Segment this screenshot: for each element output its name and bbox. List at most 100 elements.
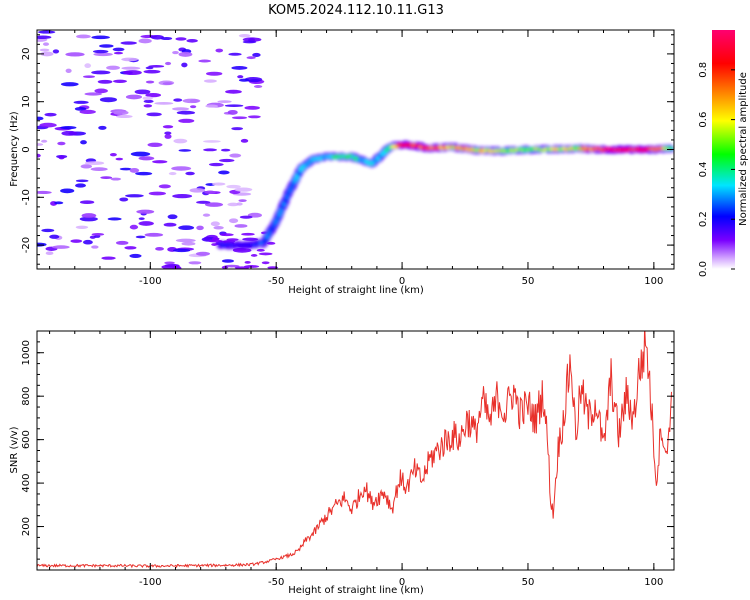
spectrogram-noise-blob bbox=[261, 261, 270, 265]
spectrogram-noise-blob bbox=[172, 265, 182, 269]
spectrogram-noise-blob bbox=[130, 151, 151, 157]
spectrogram-noise-blob bbox=[203, 236, 211, 241]
spectrogram-noise-blob bbox=[176, 110, 196, 115]
spectrogram-noise-blob bbox=[247, 115, 261, 119]
spectrogram-noise-blob bbox=[94, 88, 108, 94]
spectrogram-noise-blob bbox=[80, 140, 87, 145]
y-tick-label: 1000 bbox=[21, 340, 32, 365]
spectrogram-noise-blob bbox=[240, 138, 249, 143]
spectrogram-noise-blob bbox=[155, 247, 164, 251]
chart-title: KOM5.2024.112.10.11.G13 bbox=[268, 3, 444, 18]
spectrogram-noise-blob bbox=[152, 160, 168, 164]
spectrogram-noise-blob bbox=[65, 68, 72, 73]
spectrogram-noise-blob bbox=[106, 65, 121, 70]
spectrogram-noise-blob bbox=[158, 184, 171, 189]
spectrogram-noise-blob bbox=[119, 197, 129, 202]
spectrogram-noise-blob bbox=[225, 89, 242, 94]
spectrogram-noise-blob bbox=[205, 104, 219, 108]
spectrogram-noise-blob bbox=[82, 75, 96, 78]
spectrogram-noise-blob bbox=[238, 199, 247, 202]
snr-y-axis-label: SNR (v/v) bbox=[9, 426, 20, 473]
spectrogram-noise-blob bbox=[226, 238, 239, 242]
spectrogram-noise-blob bbox=[244, 105, 261, 110]
spectrogram-noise-blob bbox=[143, 104, 153, 108]
spectrogram-noise-blob bbox=[202, 213, 211, 217]
x-tick-label: 100 bbox=[644, 276, 663, 287]
spectrogram-noise-blob bbox=[138, 217, 145, 221]
spectrogram-noise-blob bbox=[84, 92, 102, 96]
colorbar-gradient bbox=[712, 30, 735, 269]
spectrogram-noise-blob bbox=[164, 261, 175, 265]
spectrogram-noise-blob bbox=[219, 158, 235, 163]
spectrogram-noise-blob bbox=[39, 48, 50, 52]
spectrogram-noise-blob bbox=[121, 66, 141, 70]
spectrogram-noise-blob bbox=[113, 79, 127, 83]
spectrogram-noise-blob bbox=[172, 194, 193, 199]
spectrogram-noise-blob bbox=[109, 153, 117, 157]
x-tick-label: 0 bbox=[399, 577, 405, 588]
spectrogram-noise-blob bbox=[208, 162, 224, 167]
spectrogram-noise-blob bbox=[91, 245, 99, 249]
spectrogram-noise-blob bbox=[256, 248, 265, 252]
spectrogram-noise-blob bbox=[196, 225, 204, 231]
spectrogram-noise-blob bbox=[91, 70, 111, 75]
snr-y-ticks: 200 400 600 800 1000 bbox=[21, 330, 674, 571]
spectrogram-noise-blob bbox=[143, 99, 154, 103]
spectrogram-noise-blob bbox=[125, 194, 144, 198]
spectrogram-noise-blob bbox=[227, 202, 239, 207]
spectrogram-noise-blob bbox=[165, 61, 172, 66]
spectrogram-noise-blob bbox=[196, 200, 211, 204]
spectrogram-noise-blob bbox=[92, 49, 109, 54]
colorbar-ticks: 0.0 0.2 0.4 0.6 0.8 bbox=[698, 62, 735, 277]
spectrogram-noise-blob bbox=[134, 89, 151, 95]
snr-x-ticks: -100 -50 0 50 100 bbox=[49, 331, 663, 588]
spectrogram-noise-blob bbox=[101, 256, 116, 260]
spectrogram-noise-blob bbox=[234, 187, 253, 192]
spectrogram-noise-blob bbox=[97, 79, 113, 84]
spectrogram-noise-blob bbox=[244, 260, 251, 264]
spectrogram-noise-blob bbox=[39, 122, 57, 128]
spectrogram-noise-blob bbox=[185, 171, 195, 176]
y-tick-label: 200 bbox=[21, 517, 32, 536]
spectrogram-noise-blob bbox=[173, 138, 188, 144]
spectrogram-noise-blob bbox=[213, 225, 224, 230]
spectrogram-noise-blob bbox=[195, 251, 211, 256]
spectrogram-noise-blob bbox=[189, 188, 206, 193]
spectrogram-noise-blob bbox=[41, 228, 55, 233]
y-tick-label: -20 bbox=[21, 237, 32, 253]
colorbar: 0.0 0.2 0.4 0.6 0.8 Normalized spectral ampl… bbox=[698, 30, 749, 277]
spectrogram-noise-blob bbox=[60, 125, 77, 130]
spectrogram-noise-blob bbox=[237, 75, 244, 79]
spectrogram-noise-blob bbox=[160, 36, 173, 41]
spectrogram-noise-blob bbox=[224, 104, 244, 108]
colorbar-tick-label: 0.2 bbox=[698, 211, 709, 227]
spectrogram-noise-blob bbox=[172, 107, 190, 111]
spectrogram-noise-blob bbox=[115, 157, 124, 161]
spectrogram-noise-blob bbox=[42, 42, 50, 46]
spectrogram-noise-blob bbox=[135, 171, 153, 176]
spectrogram-noise-blob bbox=[40, 51, 54, 57]
spectrogram-noise-blob bbox=[57, 141, 66, 146]
spectrogram-noise-blob bbox=[228, 52, 242, 56]
spectrogram-noise-blob bbox=[38, 30, 56, 34]
spectrogram-noise-blob bbox=[162, 82, 173, 85]
spectrogram-noise-blob bbox=[227, 109, 238, 115]
x-tick-label: 100 bbox=[644, 577, 663, 588]
spectrogram-noise-blob bbox=[188, 261, 202, 265]
spectrogram-noise-blob bbox=[80, 164, 93, 169]
spectrogram-noise-blob bbox=[145, 66, 154, 70]
spectrogram-noise-blob bbox=[178, 118, 195, 123]
spectrogram-noise-blob bbox=[234, 224, 248, 228]
spectrogram-noise-blob bbox=[52, 245, 70, 249]
snr-x-axis-label: Height of straight line (km) bbox=[288, 585, 424, 596]
spectrogram-noise-blob bbox=[210, 221, 220, 227]
spectrogram-noise-blob bbox=[154, 101, 174, 105]
spectrogram-noise-blob bbox=[178, 149, 192, 152]
spectrogram-noise-blob bbox=[236, 202, 243, 206]
spectrogram-noise-blob bbox=[135, 235, 146, 239]
spectrogram-noise-blob bbox=[60, 188, 75, 194]
spectrogram-noise-blob bbox=[211, 243, 218, 246]
spectrogram-noise-blob bbox=[145, 80, 155, 84]
spectrogram-noise-blob bbox=[93, 52, 113, 57]
